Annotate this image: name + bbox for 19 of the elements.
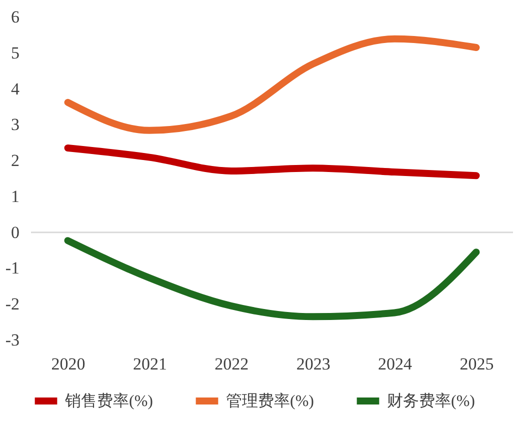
y-tick-label: 2 xyxy=(11,151,20,170)
x-tick-label: 2023 xyxy=(296,354,330,374)
y-tick-label: 3 xyxy=(11,115,20,134)
y-tick-label: -3 xyxy=(5,330,20,350)
x-tick-label: 2021 xyxy=(132,354,167,374)
x-tick-label: 2025 xyxy=(460,354,494,374)
y-tick-label: -2 xyxy=(5,294,20,314)
y-tick-label: 6 xyxy=(11,8,20,26)
legend-label: 管理费率(%) xyxy=(226,392,314,410)
x-tick-label: 2024 xyxy=(378,354,413,374)
legend-label: 销售费率(%) xyxy=(64,392,153,410)
legend-label: 财务费率(%) xyxy=(387,392,475,410)
y-tick-label: 1 xyxy=(11,186,20,206)
y-tick-label: 4 xyxy=(11,79,20,98)
x-tick-label: 2020 xyxy=(51,354,86,374)
y-tick-label: -1 xyxy=(5,258,20,278)
x-tick-label: 2022 xyxy=(214,354,249,374)
y-tick-label: 0 xyxy=(11,222,20,242)
y-tick-label: 5 xyxy=(11,43,20,62)
